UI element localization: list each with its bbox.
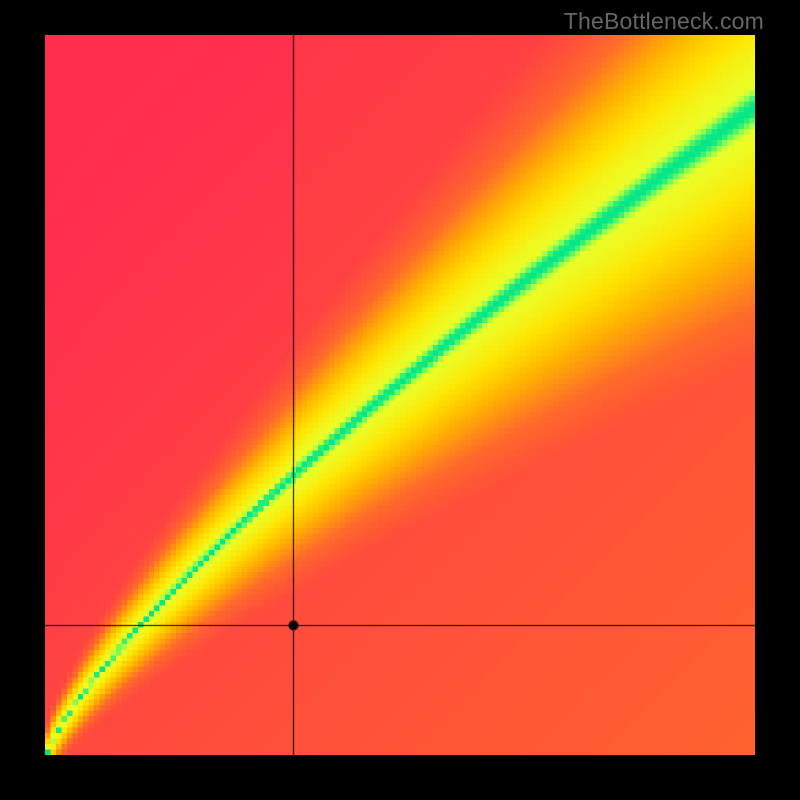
watermark-text: TheBottleneck.com	[564, 8, 764, 35]
chart-container: TheBottleneck.com	[0, 0, 800, 800]
crosshair-overlay	[45, 35, 755, 755]
